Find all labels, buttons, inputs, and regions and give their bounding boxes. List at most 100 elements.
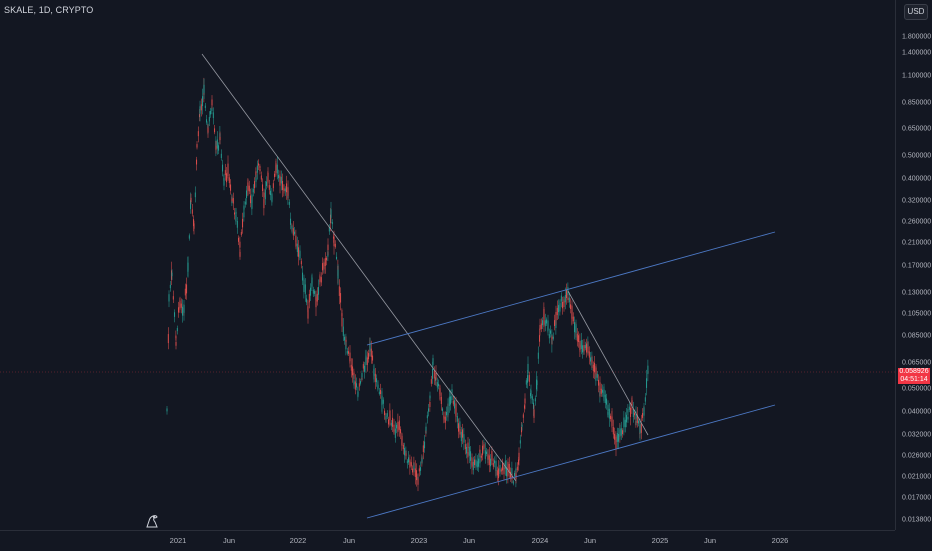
candle-body (194, 192, 196, 198)
candle-body (556, 307, 558, 316)
time-tick: Jun (462, 536, 476, 545)
candle-body (259, 165, 261, 168)
channel-lower-line[interactable] (366, 404, 776, 519)
downtrend-line-2[interactable] (567, 290, 649, 436)
time-tick: 2026 (771, 536, 789, 545)
candle-body (338, 286, 340, 296)
time-axis[interactable] (0, 530, 895, 551)
candle-body (202, 96, 204, 107)
candle-body (274, 173, 276, 178)
candle-body (568, 297, 570, 303)
candle-body (342, 326, 344, 336)
candle-body (546, 319, 548, 324)
candle-body (223, 179, 225, 186)
candle-body (369, 343, 371, 351)
candle-body (480, 455, 482, 458)
candle-body (386, 413, 388, 417)
candle-body (218, 145, 220, 151)
candle-body (366, 357, 368, 366)
candle-body (361, 373, 363, 378)
candle-body (408, 457, 410, 463)
candle-body (539, 324, 541, 330)
candle-body (612, 427, 614, 435)
candle-body (511, 468, 513, 478)
candle-body (210, 110, 212, 115)
candle-body (410, 462, 412, 467)
candle-body (266, 181, 268, 186)
price-tick: 1.100000 (902, 72, 932, 80)
candle-body (344, 336, 346, 341)
candle-body (468, 446, 470, 456)
candle-body (582, 345, 584, 353)
candle-body (414, 468, 416, 478)
price-axis[interactable] (895, 0, 932, 530)
candle-body (443, 417, 445, 420)
candle-body (298, 247, 300, 257)
candle-body (542, 320, 544, 326)
candle-body (644, 397, 646, 402)
candle-body (416, 470, 418, 481)
candle-body (604, 394, 606, 404)
candle-body (540, 323, 542, 329)
candle-body (341, 317, 343, 327)
candle-body (228, 177, 230, 184)
candle-body (275, 163, 277, 170)
candle-body (570, 304, 572, 309)
candle-body (187, 262, 189, 271)
candle-body (422, 445, 424, 452)
candle-body (450, 396, 452, 405)
candle-body (639, 424, 641, 433)
candle-body (259, 168, 261, 172)
candle-body (263, 192, 265, 198)
candle-body (373, 369, 375, 377)
candle-body (362, 364, 364, 369)
candle-body (488, 455, 490, 465)
candle-body (521, 424, 523, 427)
candle-body (447, 406, 449, 416)
downtrend-line[interactable] (201, 53, 517, 482)
candle-body (271, 196, 273, 200)
candle-body (587, 346, 589, 353)
candle-body (330, 214, 332, 224)
candle-body (190, 200, 192, 209)
candle-body (550, 330, 552, 334)
price-tick: 0.013800 (902, 516, 932, 524)
chart-pane[interactable] (0, 0, 895, 530)
candle-body (559, 302, 561, 310)
candle-body (459, 421, 461, 429)
candle-body (193, 219, 195, 227)
candle-body (239, 241, 241, 248)
candle-body (486, 451, 488, 455)
candle-body (296, 243, 298, 253)
candle-body (539, 335, 541, 342)
candle-body (627, 409, 629, 413)
candle-body (599, 382, 601, 391)
price-tick: 0.260000 (902, 218, 932, 226)
tradingview-dino-icon[interactable] (144, 511, 162, 529)
channel-upper-line[interactable] (366, 231, 776, 346)
candle-body (439, 389, 441, 396)
time-tick: 2021 (169, 536, 187, 545)
candle-body (246, 190, 248, 199)
candle-body (611, 416, 613, 427)
candle-body (356, 383, 358, 388)
candle-body (230, 184, 232, 191)
candle-body (622, 430, 624, 435)
candle-body (172, 296, 174, 300)
candle-body (525, 380, 527, 385)
candle-body (188, 235, 190, 239)
candle-body (374, 373, 376, 382)
price-tick: 0.032000 (902, 431, 932, 439)
candle-body (330, 209, 332, 218)
candle-body (567, 297, 569, 301)
candle-body (571, 306, 573, 316)
symbol-title[interactable]: SKALE, 1D, CRYPTO (4, 5, 94, 15)
candle-body (527, 375, 529, 383)
candle-body (531, 396, 533, 400)
candle-body (522, 414, 524, 418)
candle-body (384, 410, 386, 416)
candle-body (606, 398, 608, 405)
candle-body (602, 389, 604, 393)
candle-body (510, 471, 512, 478)
currency-button[interactable]: USD (904, 4, 928, 20)
